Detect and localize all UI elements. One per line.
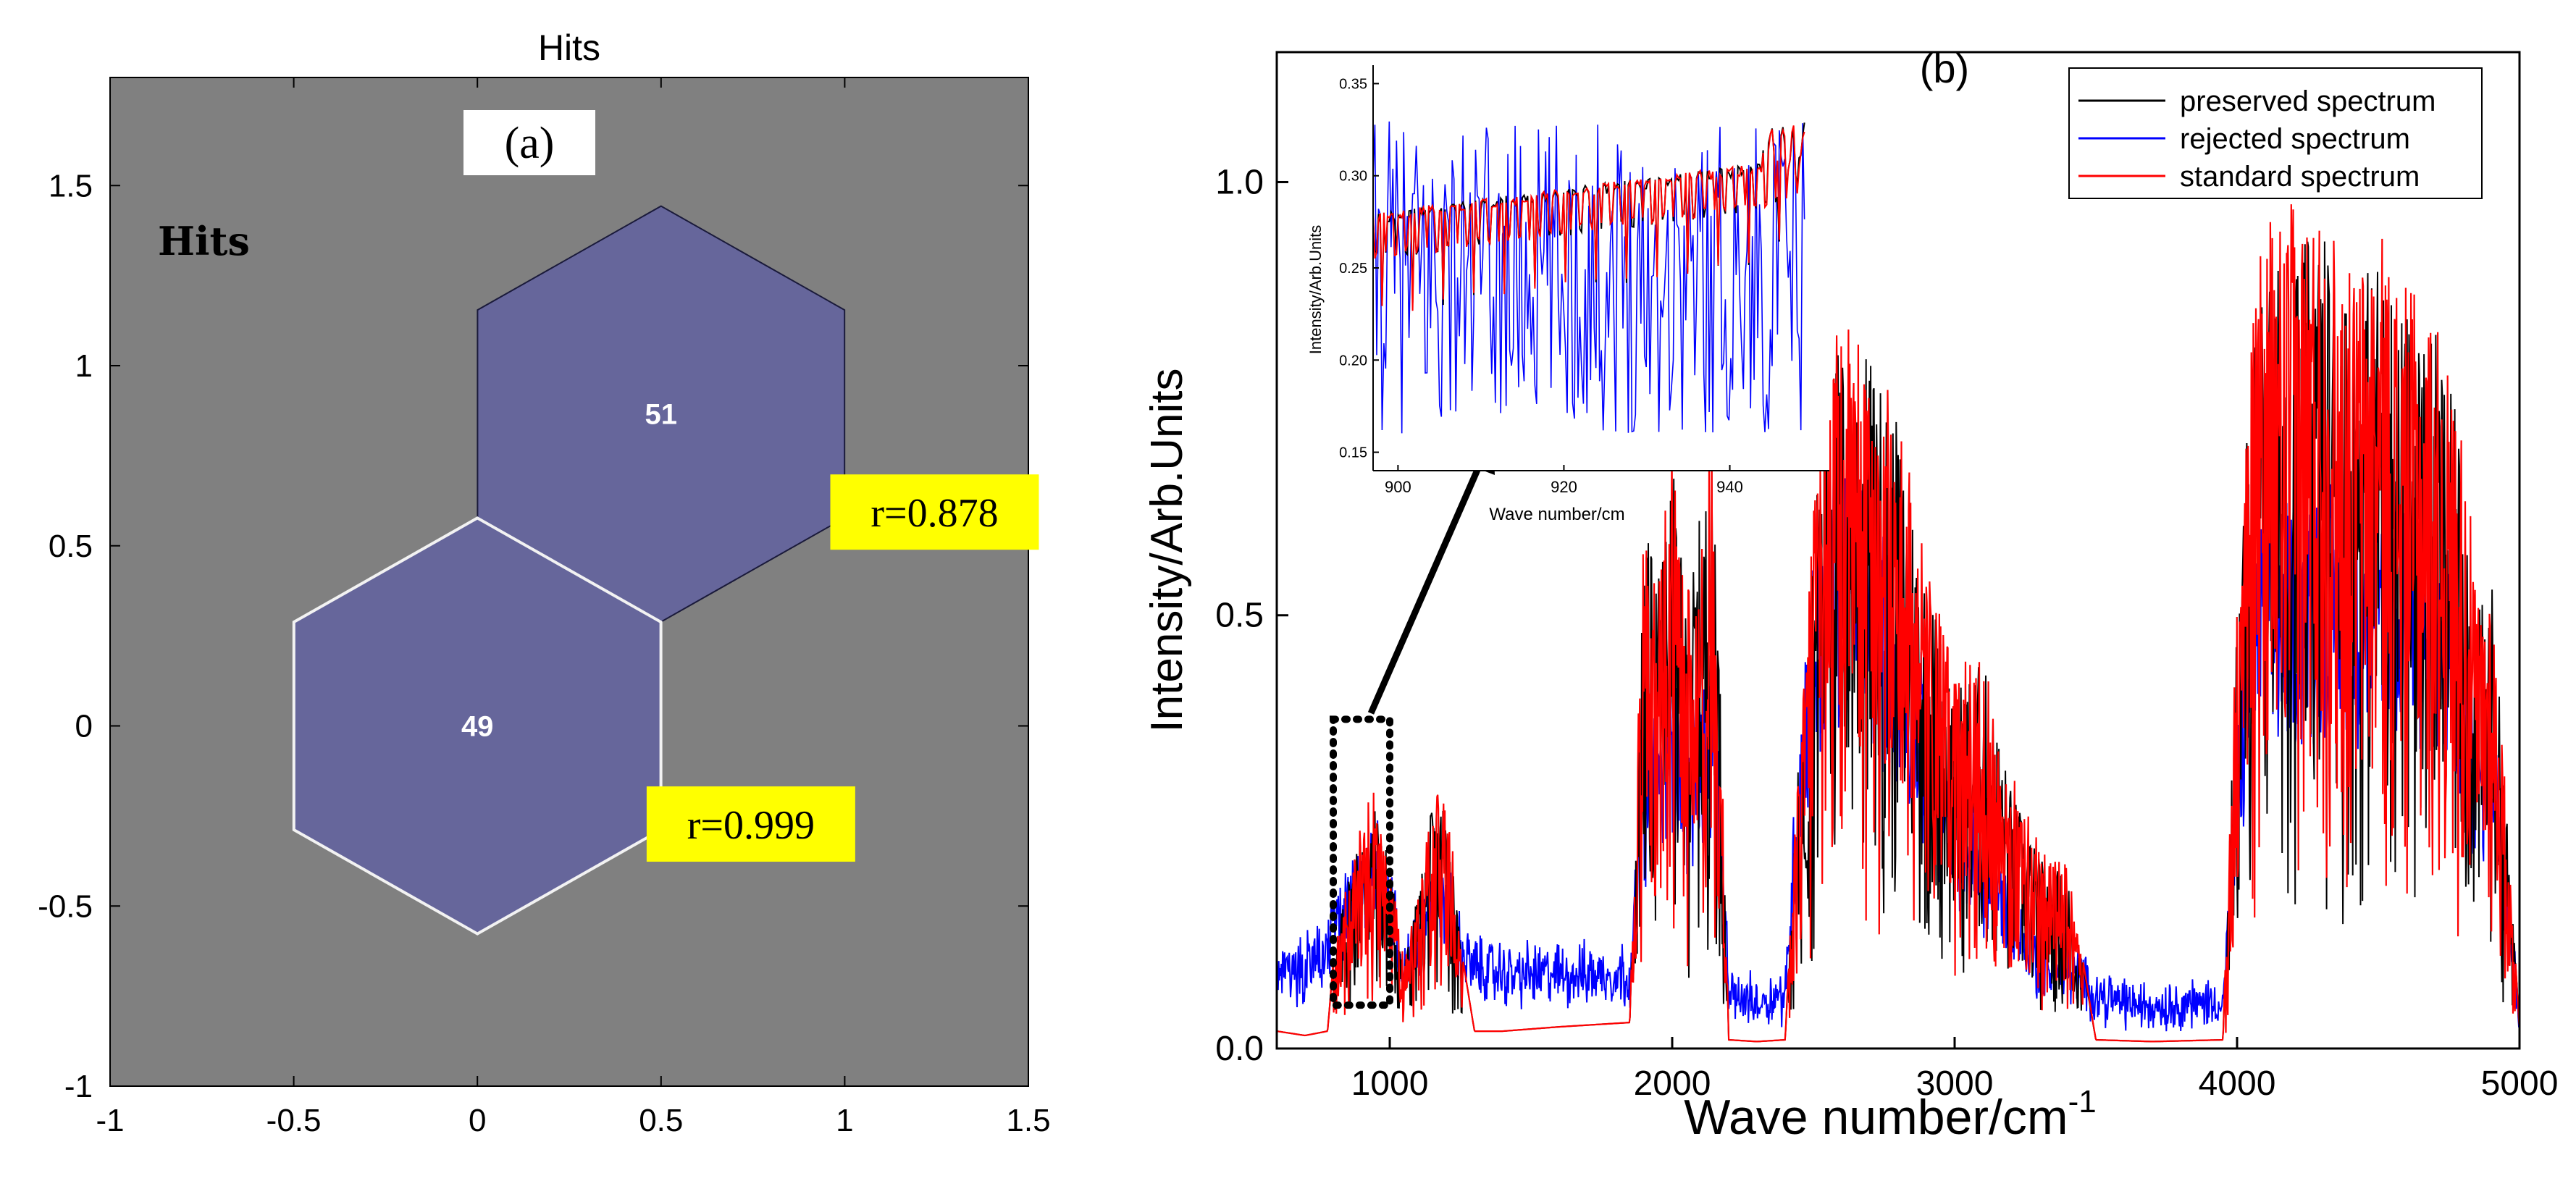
legend-label-rejected: rejected spectrum bbox=[2180, 123, 2410, 155]
x-tick-label: 1.5 bbox=[1006, 1103, 1050, 1138]
panel-b-y-axis: 0.0 0.5 1.0 bbox=[1215, 163, 1288, 1068]
panel-a-y-axis: -1 -0.5 0 0.5 1 1.5 bbox=[38, 168, 1028, 1104]
y-tick-label: 1.5 bbox=[49, 168, 93, 203]
x-tick-label: 2000 bbox=[1634, 1064, 1711, 1103]
x-tick-label: 4000 bbox=[2199, 1064, 2276, 1103]
y-tick-label: 0.5 bbox=[1215, 597, 1264, 635]
inset-x-tick-label: 940 bbox=[1716, 478, 1743, 496]
panel-a-hexbin: Hits -1 -0.5 0 0.5 1 1.5 -1 -0.5 0 0.5 1 1.5 51 r=0… bbox=[38, 28, 1050, 1138]
y-tick-label: 0.0 bbox=[1215, 1030, 1264, 1068]
correlation-label: r=0.999 bbox=[687, 803, 815, 848]
inset-y-label: Intensity/Arb.Units bbox=[1306, 225, 1325, 355]
panel-b-spectrum: 1000 2000 3000 4000 5000 0.0 0.5 1.0 Wave numb… bbox=[1142, 46, 2558, 1145]
y-tick-label: 1.0 bbox=[1215, 163, 1264, 201]
correlation-box bbox=[646, 786, 855, 862]
panel-b-x-axis: 1000 2000 3000 4000 5000 bbox=[1351, 1037, 2559, 1103]
x-tick-label: -0.5 bbox=[267, 1103, 322, 1138]
x-tick-label: 0 bbox=[469, 1103, 486, 1138]
inset-x-tick-label: 900 bbox=[1385, 478, 1411, 496]
hexagon-hits-label: 51 bbox=[645, 399, 678, 431]
correlation-box bbox=[830, 474, 1039, 550]
legend-label-preserved: preserved spectrum bbox=[2180, 85, 2436, 117]
y-tick-label: -1 bbox=[64, 1069, 93, 1104]
x-tick-label: 1000 bbox=[1351, 1064, 1429, 1103]
inset-x-tick-label: 920 bbox=[1551, 478, 1577, 496]
inset-y-tick-label: 0.30 bbox=[1339, 169, 1367, 185]
inset-y-tick-label: 0.20 bbox=[1339, 353, 1367, 369]
panel-b-frame bbox=[1275, 51, 2521, 1050]
hexagon-49 bbox=[292, 516, 663, 936]
panel-b-y-label: Intensity/Arb.Units bbox=[1142, 368, 1192, 732]
inset-x-axis: 900 920 940 bbox=[1385, 465, 1743, 496]
panel-a-legend-text: Hits bbox=[158, 218, 250, 264]
panel-b-inset: 900 920 940 0.15 0.20 0.25 0.30 0.35 Wave numb… bbox=[1306, 65, 1829, 524]
panel-a-x-axis: -1 -0.5 0 0.5 1 1.5 bbox=[96, 77, 1051, 1138]
x-tick-label: -1 bbox=[96, 1103, 124, 1138]
inset-series-group bbox=[1373, 121, 1805, 434]
x-tick-label: 0.5 bbox=[639, 1103, 683, 1138]
panel-a-label: (a) bbox=[505, 119, 555, 168]
panel-b-legend: preserved spectrum rejected spectrum sta… bbox=[2068, 67, 2483, 199]
inset-series-standard-spectrum bbox=[1373, 125, 1805, 311]
panel-a-title: Hits bbox=[538, 28, 600, 68]
y-tick-label: 0.5 bbox=[49, 529, 93, 564]
x-tick-label: 5000 bbox=[2481, 1064, 2559, 1103]
inset-y-axis: 0.15 0.20 0.25 0.30 0.35 bbox=[1339, 76, 1379, 461]
x-tick-label: 1 bbox=[836, 1103, 853, 1138]
panel-a-label-box: (a) bbox=[463, 110, 595, 175]
inset-y-tick-label: 0.35 bbox=[1339, 76, 1367, 92]
inset-y-tick-label: 0.25 bbox=[1339, 261, 1367, 277]
y-tick-label: -0.5 bbox=[38, 888, 93, 924]
hexagon-hits-label: 49 bbox=[461, 711, 494, 743]
x-tick-label: 3000 bbox=[1916, 1064, 1994, 1103]
panel-b-x-label: Wave number/cm-1 bbox=[1684, 1084, 2096, 1145]
inset-y-tick-label: 0.15 bbox=[1339, 445, 1367, 461]
inset-series-rejected bbox=[1373, 121, 1805, 434]
legend-label-standard: standard spectrum bbox=[2180, 161, 2420, 193]
y-tick-label: 1 bbox=[75, 348, 93, 384]
zoom-arrow-shaft bbox=[1367, 462, 1484, 715]
panel-b-label: (b) bbox=[1920, 46, 1969, 91]
zoom-box bbox=[1330, 715, 1393, 1009]
series-standard-spectrum bbox=[1277, 204, 2520, 1043]
panel-a-hexagons: 51 r=0.878 49 r=0.999 bbox=[292, 205, 1039, 936]
correlation-label: r=0.878 bbox=[870, 491, 998, 536]
panel-b-series-group bbox=[1277, 204, 2520, 1043]
inset-x-label: Wave number/cm bbox=[1489, 505, 1624, 524]
y-tick-label: 0 bbox=[75, 709, 93, 744]
